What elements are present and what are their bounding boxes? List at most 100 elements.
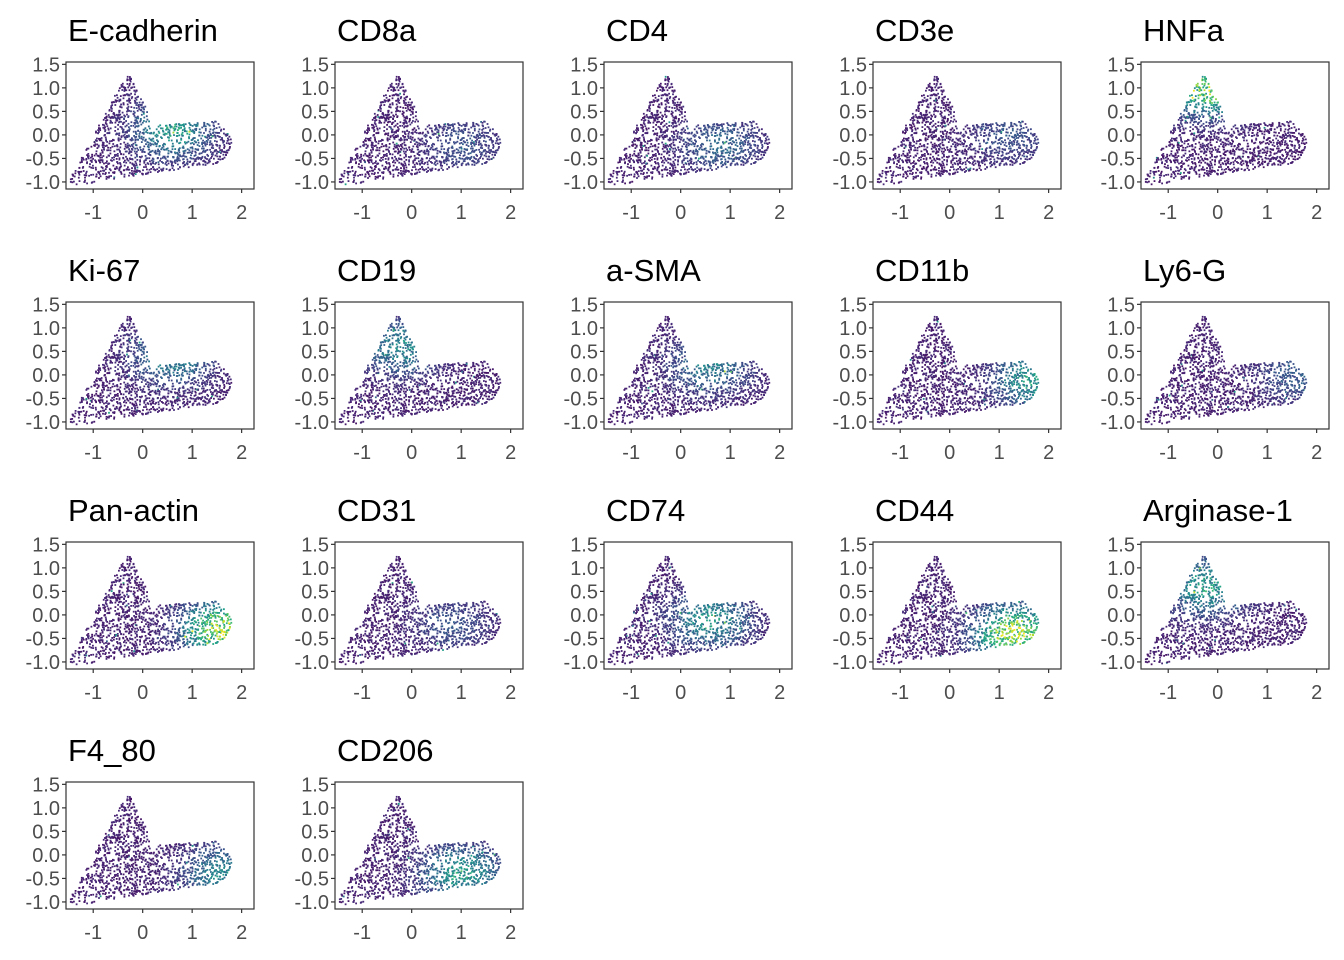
data-point [406,149,409,151]
data-point [649,107,651,110]
data-point [110,110,113,112]
data-point [96,143,99,146]
data-point [720,158,723,160]
data-point [1023,131,1026,134]
data-point [988,131,991,134]
data-point [926,113,929,116]
data-point [735,141,738,144]
data-point [405,171,407,173]
data-point [128,152,130,155]
data-point [655,114,657,117]
data-point [657,95,660,97]
data-point [356,157,359,160]
data-point [997,139,1000,141]
data-point [409,123,412,126]
data-point [722,142,725,145]
data-point [423,152,426,155]
data-point [926,151,928,153]
data-point [464,127,467,130]
data-point [364,150,367,153]
data-point [193,160,196,163]
data-point [411,131,414,134]
data-point [102,126,105,129]
data-point [225,134,228,137]
data-point [485,152,487,155]
data-point [436,152,439,155]
data-point [1036,138,1039,141]
data-point [644,132,647,135]
data-point [182,161,185,164]
data-point [657,113,660,116]
data-point [915,171,917,174]
data-point [712,162,715,164]
data-point [697,124,700,127]
data-point [933,99,935,102]
data-point [720,123,723,126]
data-point [473,125,476,128]
data-point [927,173,930,175]
data-point [976,125,979,127]
data-point [392,121,395,124]
data-point [349,160,352,163]
data-point [701,155,704,158]
data-point [616,172,618,174]
data-point [145,157,148,160]
data-point [221,150,223,153]
data-point [426,171,428,173]
data-point [938,158,940,160]
data-point [204,150,207,153]
data-point [434,168,437,170]
data-point [217,158,220,160]
data-point [392,173,395,176]
data-point [413,139,416,142]
data-point [711,161,714,163]
data-point [718,124,721,127]
data-point [897,159,900,162]
data-point [107,127,110,130]
data-point [193,143,195,146]
data-point [443,152,446,155]
data-point [677,120,680,123]
data-point [395,99,397,102]
data-point [197,141,200,144]
data-point [936,138,939,141]
data-point [671,89,674,92]
data-point [754,161,756,164]
data-point [417,168,420,171]
data-point [945,170,947,172]
data-point [669,169,671,172]
data-point [654,133,657,135]
data-point [664,142,667,145]
data-point [662,159,664,162]
data-point [703,148,706,150]
data-point [706,132,709,135]
data-point [912,156,915,159]
data-point [981,152,984,155]
data-point [410,155,412,158]
data-point [122,153,125,156]
data-point [416,148,419,151]
data-point [417,127,420,130]
data-point [496,138,499,141]
data-point [1015,130,1018,133]
data-point [636,159,638,162]
data-point [990,127,993,130]
data-point [223,145,226,148]
data-point [483,140,485,142]
data-point [373,145,376,147]
data-point [349,158,352,161]
data-point [187,166,190,169]
data-point [727,146,730,149]
data-point [1008,147,1010,150]
data-point [121,89,124,91]
data-point [927,126,930,129]
data-point [170,139,173,142]
data-point [438,125,441,127]
data-point [403,93,405,96]
data-point [213,134,216,136]
data-point [132,163,134,166]
data-point [366,132,368,134]
data-point [123,89,126,92]
data-point [404,144,407,147]
data-point [676,106,678,108]
